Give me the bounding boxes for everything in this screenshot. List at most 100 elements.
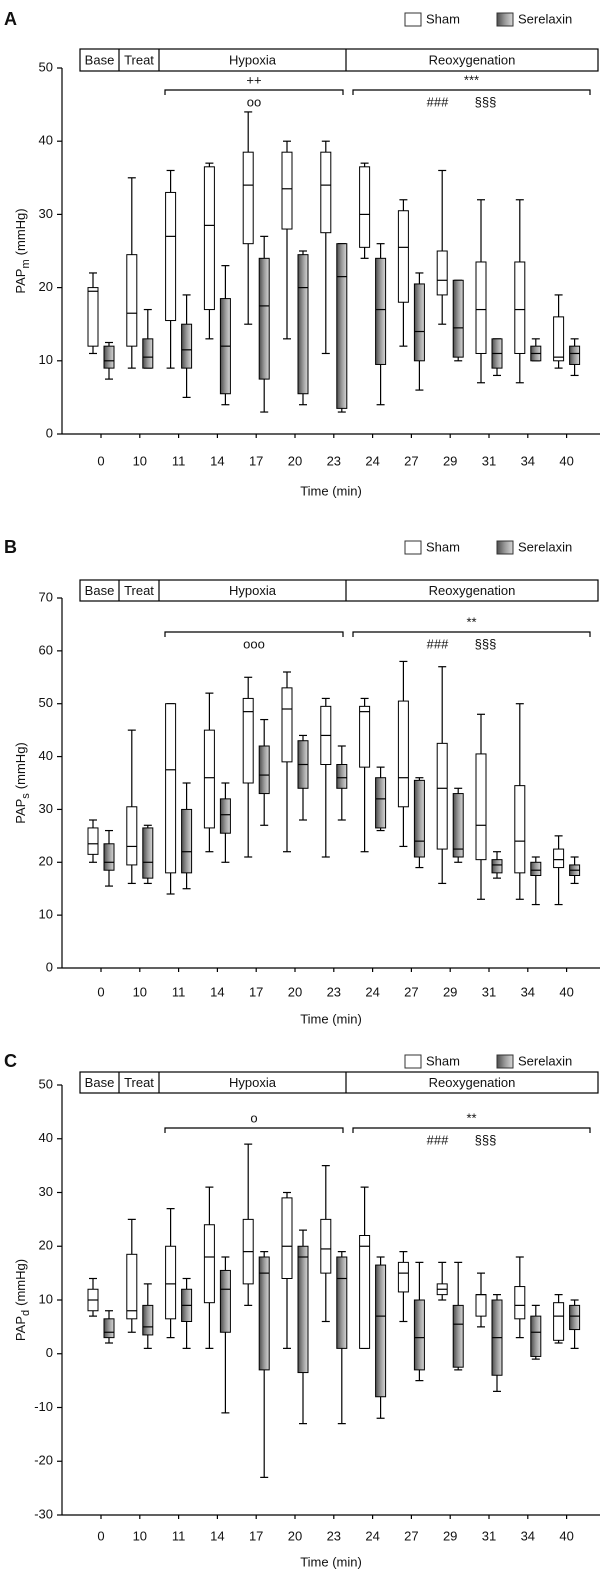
significance-mark: §§§ (475, 636, 497, 651)
y-axis-label-sub: d (20, 1310, 32, 1316)
box (553, 848, 565, 869)
phase-label: Reoxygenation (429, 583, 516, 598)
x-tick-label: 29 (443, 1528, 457, 1543)
y-tick-label: 10 (39, 1291, 53, 1306)
box (436, 742, 448, 850)
box (281, 151, 293, 230)
box (475, 1294, 487, 1317)
significance-mark: o (250, 1110, 257, 1125)
x-tick-label: 20 (288, 1528, 302, 1543)
x-axis-label: Time (min) (300, 1011, 362, 1026)
phase-label: Base (85, 583, 115, 598)
box (475, 261, 487, 354)
y-axis-label-unit: (mmHg) (13, 1259, 28, 1306)
box (87, 827, 99, 855)
x-tick-label: 31 (482, 1528, 496, 1543)
x-tick-label: 23 (327, 984, 341, 999)
significance-mark: ** (466, 614, 476, 629)
x-tick-label: 34 (521, 453, 535, 468)
significance-bracket (352, 1127, 591, 1133)
significance-mark: ++ (246, 72, 261, 87)
x-tick-label: 0 (97, 984, 104, 999)
box (181, 808, 193, 874)
box (103, 843, 115, 871)
box (242, 697, 254, 784)
box (219, 1269, 231, 1333)
x-axis-label: Time (min) (300, 1554, 362, 1569)
box (359, 705, 371, 768)
box (530, 861, 542, 876)
y-tick-label: 20 (39, 279, 53, 294)
y-tick-label: 20 (39, 1238, 53, 1253)
y-axis-label-main: PAP (13, 799, 28, 824)
x-tick-label: 27 (404, 1528, 418, 1543)
y-tick-label: 40 (39, 1130, 53, 1145)
x-tick-label: 40 (559, 1528, 573, 1543)
box (413, 779, 425, 858)
box (203, 166, 215, 311)
x-tick-label: 17 (249, 1528, 263, 1543)
panel-label: B (4, 537, 17, 557)
legend-swatch (496, 12, 514, 27)
x-tick-label: 31 (482, 984, 496, 999)
legend-label: Serelaxin (518, 1053, 572, 1068)
box (375, 1264, 387, 1398)
phase-label: Hypoxia (229, 52, 277, 67)
y-axis-label-sub: s (20, 793, 32, 799)
y-tick-label: 10 (39, 352, 53, 367)
phase-label: Hypoxia (229, 1075, 277, 1090)
box (258, 257, 270, 380)
box (258, 745, 270, 795)
significance-bracket (164, 89, 344, 95)
box (142, 827, 154, 879)
x-tick-label: 17 (249, 984, 263, 999)
box (281, 1197, 293, 1279)
box (436, 250, 448, 296)
significance-bracket (352, 631, 591, 637)
significance-mark: ### (427, 94, 449, 109)
phase-label: Reoxygenation (429, 1075, 516, 1090)
box (297, 1245, 309, 1374)
box (142, 338, 154, 369)
x-tick-label: 31 (482, 453, 496, 468)
legend-label: Sham (426, 1053, 460, 1068)
box (281, 687, 293, 763)
legend-swatch (404, 12, 422, 27)
box (397, 1261, 409, 1293)
y-tick-label: 50 (39, 1076, 53, 1091)
y-axis-label: PAPs (mmHg) (13, 742, 31, 824)
significance-mark: oo (247, 94, 261, 109)
x-tick-label: 14 (210, 1528, 224, 1543)
box (569, 345, 581, 365)
box (165, 703, 177, 874)
phase-label: Base (85, 52, 115, 67)
y-tick-label: 0 (46, 425, 53, 440)
x-tick-label: 24 (365, 984, 379, 999)
x-tick-label: 24 (365, 453, 379, 468)
significance-mark: §§§ (475, 1132, 497, 1147)
legend-label: Serelaxin (518, 539, 572, 554)
y-tick-label: 10 (39, 907, 53, 922)
y-tick-label: 0 (46, 959, 53, 974)
x-tick-label: 34 (521, 984, 535, 999)
phase-header (79, 1071, 599, 1094)
y-tick-label: 20 (39, 854, 53, 869)
box (336, 243, 348, 409)
x-tick-label: 23 (327, 453, 341, 468)
phase-label: Treat (124, 583, 154, 598)
x-tick-label: 23 (327, 1528, 341, 1543)
box (359, 1235, 371, 1349)
box (165, 191, 177, 322)
significance-bracket (164, 1127, 344, 1133)
phase-label: Treat (124, 1075, 154, 1090)
box (258, 1256, 270, 1371)
phase-header (79, 579, 599, 602)
y-tick-label: 40 (39, 748, 53, 763)
y-tick-label: -10 (34, 1399, 53, 1414)
legend-swatch (404, 540, 422, 555)
y-axis-label-sub: m (20, 259, 32, 268)
significance-bracket (164, 631, 344, 637)
box (514, 261, 526, 354)
phase-label: Hypoxia (229, 583, 277, 598)
y-axis-label-unit: (mmHg) (13, 742, 28, 789)
